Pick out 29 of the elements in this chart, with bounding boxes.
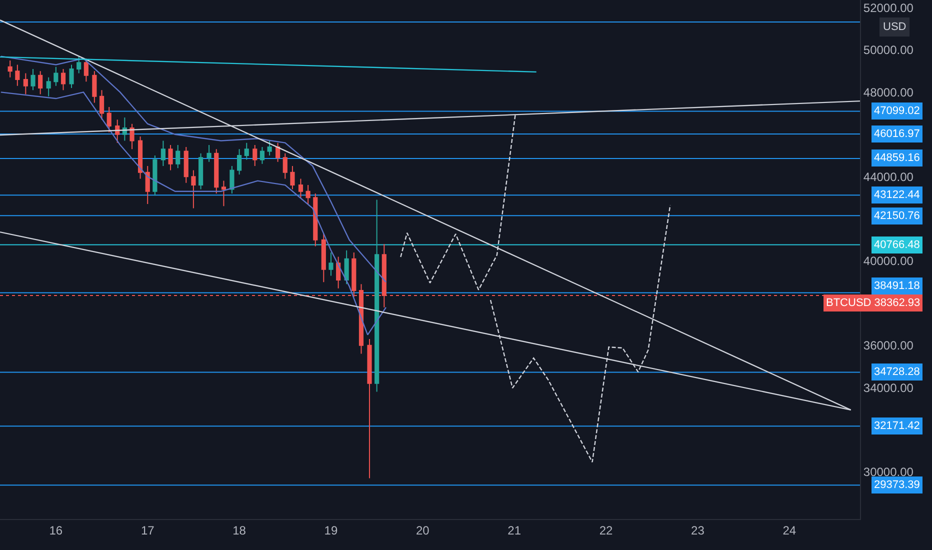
x-tick-label: 24 bbox=[782, 523, 796, 538]
ref-line-label: 34728.28 bbox=[874, 366, 920, 378]
x-tick-label: 21 bbox=[508, 523, 522, 538]
y-tick-label: 44000.00 bbox=[863, 170, 914, 184]
y-tick-label: 52000.00 bbox=[863, 1, 914, 16]
ref-line-label: 47099.02 bbox=[874, 105, 920, 117]
y-tick-label: 34000.00 bbox=[863, 380, 914, 395]
text: USD bbox=[883, 21, 906, 33]
ref-line-label: 43122.44 bbox=[874, 189, 920, 201]
ref-line-label: 44859.16 bbox=[874, 152, 920, 164]
y-tick-label: 36000.00 bbox=[863, 338, 914, 353]
ref-line-label: BTCUSD 38362.93 bbox=[826, 297, 920, 309]
y-tick-label: 40000.00 bbox=[863, 254, 914, 268]
ref-line-label: 42150.76 bbox=[874, 210, 920, 222]
y-tick-label: 30000.00 bbox=[863, 465, 914, 480]
ref-line-label: 32171.42 bbox=[874, 420, 920, 432]
x-tick-label: 18 bbox=[232, 523, 246, 538]
ref-line-label: 38491.18 bbox=[874, 280, 920, 292]
y-tick-label: 50000.00 bbox=[863, 43, 914, 58]
y-tick-label: 48000.00 bbox=[863, 85, 914, 100]
x-tick-label: 23 bbox=[691, 523, 705, 538]
x-tick-label: 16 bbox=[49, 523, 63, 538]
x-tick-label: 20 bbox=[416, 523, 430, 538]
x-tick-label: 17 bbox=[140, 523, 155, 538]
x-tick-label: 19 bbox=[324, 523, 338, 538]
x-tick-label: 22 bbox=[599, 523, 614, 538]
ref-line-label: 29373.39 bbox=[874, 479, 920, 491]
ref-line-label: 46016.97 bbox=[874, 128, 920, 140]
ref-line-label: 40766.48 bbox=[874, 239, 920, 251]
